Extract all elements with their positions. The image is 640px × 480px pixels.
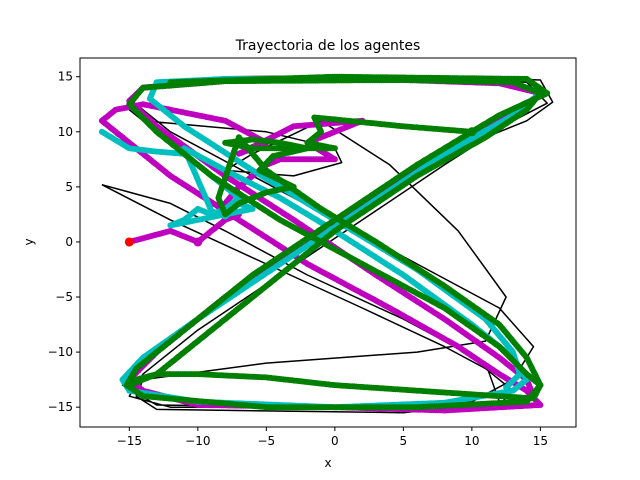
data-layer	[98, 73, 554, 414]
x-tick-label: −5	[257, 434, 275, 448]
y-tick-label: 5	[65, 180, 73, 194]
x-axis-ticks: −15 −10 −5 0 5 10 15	[117, 427, 548, 448]
x-tick-label: −10	[185, 434, 210, 448]
endpoint-marker-green	[467, 127, 477, 137]
plot-frame	[79, 57, 577, 428]
trajectory-point-cyan	[503, 384, 510, 391]
x-axis-label: x	[324, 456, 331, 470]
chart-title: Trayectoria de los agentes	[235, 38, 421, 54]
trajectory-point-green	[167, 79, 174, 86]
y-tick-label: 15	[58, 70, 73, 84]
y-tick-label: −15	[48, 400, 73, 414]
y-tick-label: −10	[48, 345, 73, 359]
series-green	[123, 73, 551, 411]
y-tick-label: −5	[55, 290, 73, 304]
x-tick-label: −15	[117, 434, 142, 448]
x-tick-label: 0	[331, 434, 339, 448]
x-tick-label: 10	[464, 434, 479, 448]
endpoint-marker-red	[124, 237, 134, 247]
y-axis-label: y	[22, 238, 36, 245]
x-tick-label: 5	[400, 434, 408, 448]
y-tick-label: 0	[65, 235, 73, 249]
y-axis-ticks: −15 −10 −5 0 5 10 15	[48, 70, 80, 414]
endpoint-marker-magenta	[193, 237, 203, 247]
x-tick-label: 15	[533, 434, 548, 448]
y-tick-label: 10	[58, 125, 73, 139]
